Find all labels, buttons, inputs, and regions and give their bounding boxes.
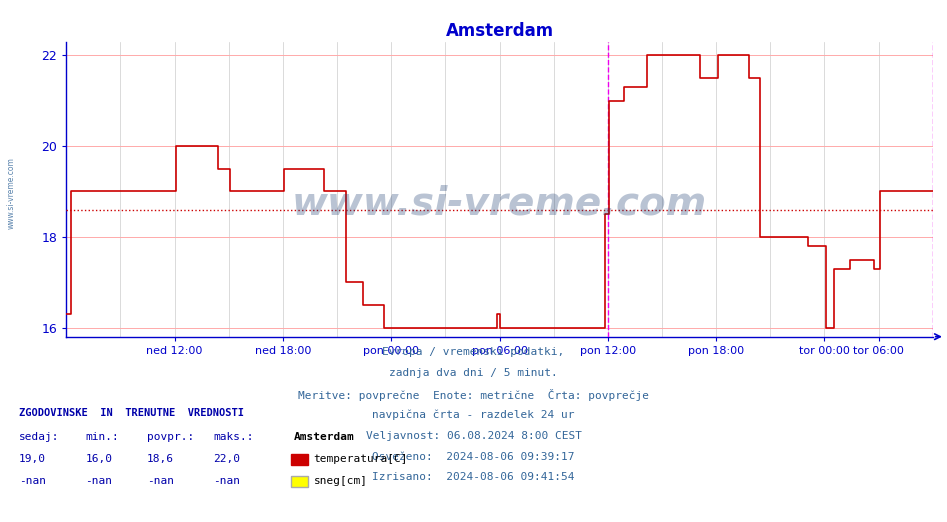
Text: sedaj:: sedaj:	[19, 432, 60, 442]
Text: sneg[cm]: sneg[cm]	[313, 476, 367, 486]
Text: -nan: -nan	[213, 476, 241, 486]
Text: zadnja dva dni / 5 minut.: zadnja dva dni / 5 minut.	[389, 368, 558, 378]
Text: min.:: min.:	[85, 432, 119, 442]
Text: Amsterdam: Amsterdam	[294, 432, 354, 442]
Text: -nan: -nan	[19, 476, 46, 486]
Text: 16,0: 16,0	[85, 454, 113, 464]
Text: -nan: -nan	[85, 476, 113, 486]
Text: navpična črta - razdelek 24 ur: navpična črta - razdelek 24 ur	[372, 410, 575, 420]
Text: -nan: -nan	[147, 476, 174, 486]
Text: www.si-vreme.com: www.si-vreme.com	[292, 185, 707, 223]
Text: povpr.:: povpr.:	[147, 432, 194, 442]
Text: 19,0: 19,0	[19, 454, 46, 464]
Text: 22,0: 22,0	[213, 454, 241, 464]
Text: maks.:: maks.:	[213, 432, 254, 442]
Text: Meritve: povprečne  Enote: metrične  Črta: povprečje: Meritve: povprečne Enote: metrične Črta:…	[298, 389, 649, 401]
Text: www.si-vreme.com: www.si-vreme.com	[7, 157, 16, 229]
Text: ZGODOVINSKE  IN  TRENUTNE  VREDNOSTI: ZGODOVINSKE IN TRENUTNE VREDNOSTI	[19, 408, 244, 418]
Text: Veljavnost: 06.08.2024 8:00 CEST: Veljavnost: 06.08.2024 8:00 CEST	[366, 431, 581, 441]
Text: Evropa / vremenski podatki,: Evropa / vremenski podatki,	[383, 347, 564, 357]
Text: 18,6: 18,6	[147, 454, 174, 464]
Text: Izrisano:  2024-08-06 09:41:54: Izrisano: 2024-08-06 09:41:54	[372, 472, 575, 482]
Title: Amsterdam: Amsterdam	[445, 22, 554, 40]
Text: temperatura[C]: temperatura[C]	[313, 454, 408, 464]
Text: Osveženo:  2024-08-06 09:39:17: Osveženo: 2024-08-06 09:39:17	[372, 452, 575, 461]
